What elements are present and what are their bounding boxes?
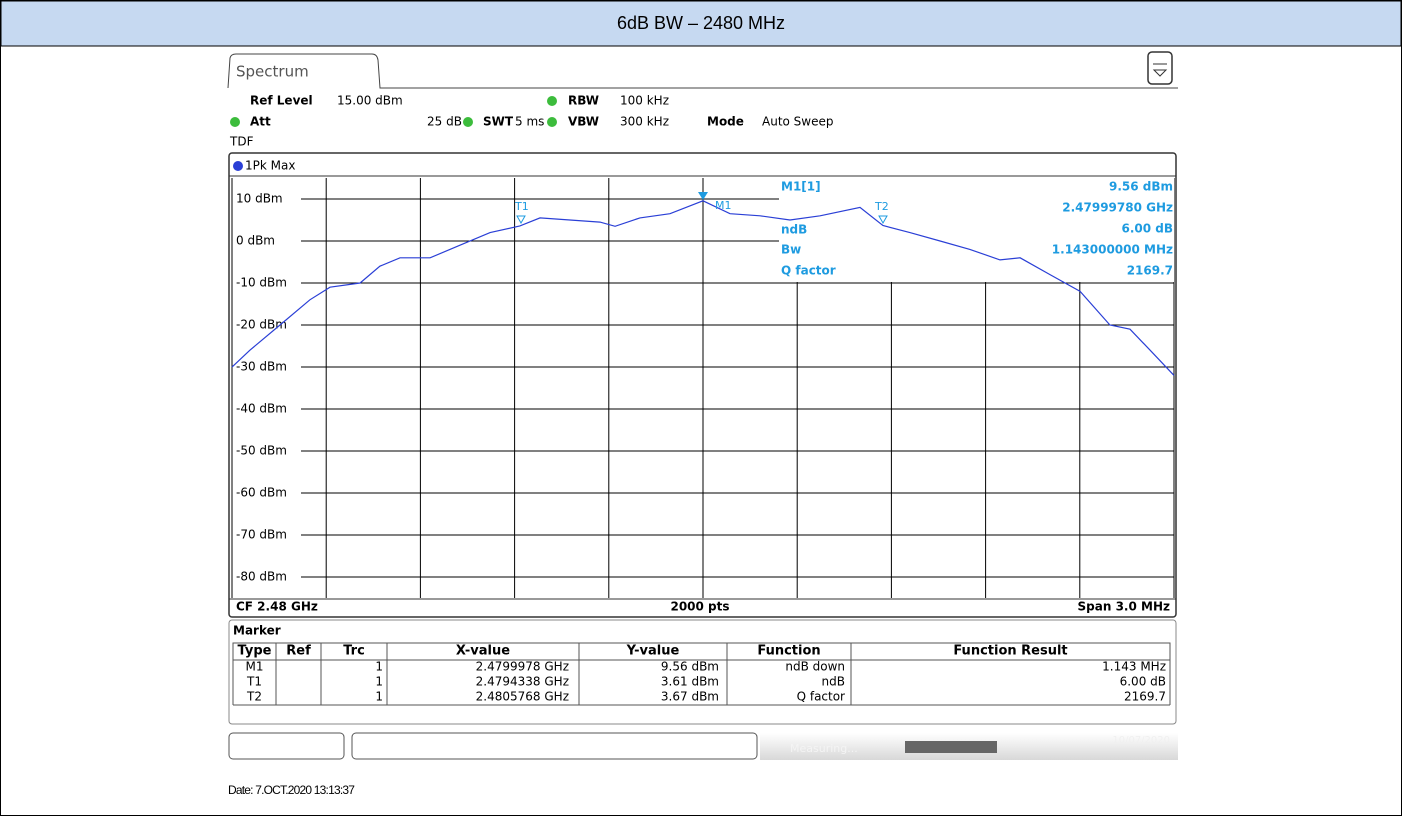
table-cell: 1.143 MHz [1102,660,1166,674]
marker-info-label: Bw [781,243,801,257]
menu-icon-glyph [1152,63,1168,77]
status-state: Measuring... [790,742,858,755]
marker-info-label: Q factor [781,264,836,278]
y-tick-label: -30 dBm [236,360,287,374]
footer-span: Span 3.0 MHz [1078,600,1170,614]
marker-info-value: 2.47999780 GHz [1062,201,1173,215]
marker-table: Type Ref Trc X-value Y-value Function Function… [232,642,1171,706]
table-cell: ndB down [785,660,845,674]
marker-info-value: 6.00 dB [1121,222,1173,236]
table-cell: 2.4799978 GHz [476,660,569,674]
table-cell: T2 [246,690,262,704]
marker-info-value: 2169.7 [1127,264,1173,278]
setting-label: Att [250,115,271,129]
footer-points: 2000 pts [670,600,729,614]
marker-info-value: 1.143000000 MHz [1052,243,1173,257]
table-cell: 3.61 dBm [661,675,719,689]
tick-label-bg [233,276,301,290]
table-header: Ref [286,644,311,659]
tick-label-bg [233,402,301,416]
setting-label: Ref Level [250,94,313,108]
marker-info-bg [779,178,1174,282]
softkey[interactable] [228,732,345,760]
setting-value: Auto Sweep [762,115,834,129]
y-tick-label: 10 dBm [236,192,283,206]
setting-value: 5 ms [515,115,544,129]
tdf-label: TDF [229,135,254,149]
tick-label-bg [233,528,301,542]
table-cell: 3.67 dBm [661,690,719,704]
table-cell: 2.4805768 GHz [476,690,569,704]
table-cell: 1 [375,675,383,689]
footer-cf: CF 2.48 GHz [236,600,318,614]
table-cell: 2169.7 [1124,690,1166,704]
tick-label-bg [233,486,301,500]
table-header: Trc [343,644,365,659]
table-cell: 6.00 dB [1120,675,1166,689]
marker-label: T1 [514,200,529,213]
y-tick-label: -80 dBm [236,570,287,584]
marker-glyph [878,215,888,225]
marker-info-value: 9.56 dBm [1109,180,1173,194]
table-header: Type [238,644,272,659]
plot-area: 10 dBm 0 dBm -10 dBm -20 dBm -30 dBm -40 dBm -… [231,178,1175,598]
tick-label-bg [233,192,301,206]
date-line: Date: 7.OCT.2020 13:13:37 [228,783,355,797]
tab-label[interactable]: Spectrum [236,63,309,81]
setting-label: SWT [483,115,514,129]
status-date: 10/07/2020 [1112,735,1170,746]
table-cell: 9.56 dBm [661,660,719,674]
trace [231,200,1175,376]
marker-info-label: M1[1] [781,180,821,194]
setting-value: 300 kHz [620,115,669,129]
y-tick-label: -10 dBm [236,276,287,290]
marker-glyph [698,192,708,200]
table-header: Function [757,644,820,659]
table-cell: Q factor [797,690,845,704]
table-header: Y-value [626,644,680,659]
table-cell: M1 [246,660,264,674]
menu-icon[interactable] [1147,51,1173,85]
table-cell: T1 [246,675,262,689]
table-cell: 2.4794338 GHz [476,675,569,689]
status-dot [230,117,240,127]
y-tick-label: -70 dBm [236,528,287,542]
table-header: Function Result [953,644,1067,659]
setting-value: 100 kHz [620,94,669,108]
setting-label: VBW [568,115,599,129]
table-cell: 1 [375,690,383,704]
y-tick-label: -40 dBm [236,402,287,416]
tick-label-bg [233,360,301,374]
setting-value: 15.00 dBm [337,94,403,108]
y-tick-label: -50 dBm [236,444,287,458]
tick-label-bg [233,570,301,584]
table-cell: ndB [822,675,845,689]
y-tick-label: -20 dBm [236,318,287,332]
tick-label-bg [233,234,301,248]
table-title: Marker [233,624,281,638]
header-bar [0,0,1402,47]
input-field[interactable] [351,732,758,760]
progress-bar [905,741,997,753]
tick-label-bg [233,444,301,458]
marker-label: M1 [715,199,732,212]
marker-label: T2 [874,200,889,213]
table-header: X-value [456,644,510,659]
status-dot [547,117,557,127]
table-cell: 1 [375,660,383,674]
header-title: 6dB BW – 2480 MHz [617,13,785,33]
status-dot [547,96,557,106]
trace-dot [233,161,243,171]
status-dot [463,117,473,127]
marker-info-label: ndB [781,223,807,237]
y-tick-label: -60 dBm [236,486,287,500]
marker-glyph [516,215,526,225]
tab-outline [227,53,1178,89]
y-tick-label: 0 dBm [236,234,275,248]
trace-label: 1Pk Max [245,159,295,173]
setting-value: 25 dB [427,115,462,129]
setting-label: RBW [568,94,599,108]
setting-label: Mode [707,115,744,129]
